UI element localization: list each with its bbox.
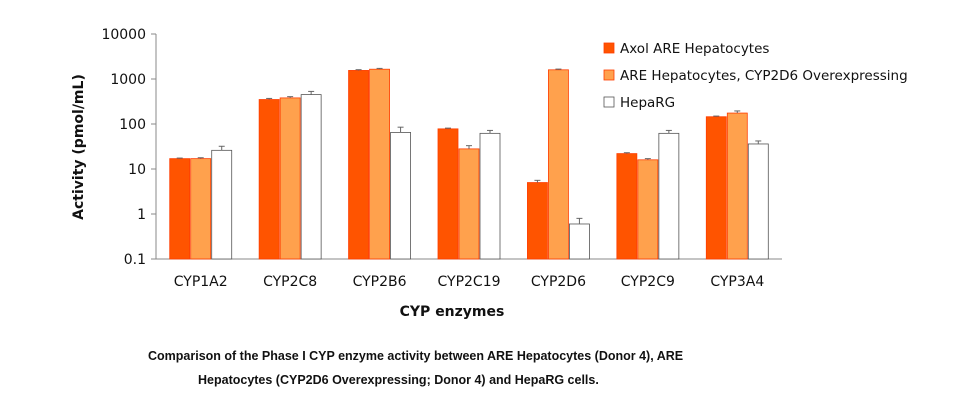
bar-cyp2b6-series-1 — [348, 70, 369, 260]
y-tick-label: 1 — [137, 207, 146, 223]
y-tick-label: 0.1 — [124, 252, 146, 268]
legend-swatch — [603, 42, 615, 54]
y-axis-ticks: 0.1 1 10 100 1000 10000 — [101, 27, 156, 268]
bar-cyp2c19-series-1 — [437, 128, 459, 260]
bar-cyp2d6-series-2 — [548, 69, 569, 260]
bar-cyp3a4-series-2 — [726, 112, 748, 260]
legend-label: ARE Hepatocytes, CYP2D6 Overexpressing — [620, 68, 908, 84]
bar-cyp2c9-series-2 — [637, 159, 659, 260]
bar-cyp1a2-series-1 — [169, 158, 191, 260]
figure-caption-line-2: Hepatocytes (CYP2D6 Overexpressing; Dono… — [198, 373, 599, 387]
legend-label: Axol ARE Hepatocytes — [620, 41, 769, 57]
bar-cyp2b6-series-2 — [369, 68, 390, 260]
bar-cyp2c9-series-1 — [616, 153, 638, 260]
y-axis-label: Activity (pmol/mL) — [71, 74, 87, 220]
chart-bars — [169, 67, 769, 260]
bar-cyp2c19-series-2 — [458, 148, 480, 260]
y-tick-label: 10000 — [101, 27, 146, 43]
x-tick-label: CYP2C19 — [437, 274, 500, 290]
x-axis-ticks: CYP1A2 CYP2C8 CYP2B6 CYP2C19 CYP2D6 CYP2C9 CYP… — [174, 274, 765, 290]
bar-cyp2b6-series-3 — [390, 132, 411, 260]
bar-cyp2c9-series-3 — [658, 132, 680, 260]
chart-legend: Axol ARE Hepatocytes ARE Hepatocytes, CYP… — [603, 41, 908, 111]
legend-swatch — [603, 96, 615, 108]
legend-label: HepaRG — [620, 95, 675, 111]
legend-swatch — [603, 69, 615, 81]
bar-cyp3a4-series-3 — [747, 143, 769, 260]
bar-cyp3a4-series-1 — [705, 116, 727, 260]
x-tick-label: CYP1A2 — [174, 274, 228, 290]
bar-cyp2c8-series-1 — [258, 99, 280, 260]
x-tick-label: CYP2C9 — [621, 274, 675, 290]
bar-cyp1a2-series-3 — [211, 149, 233, 260]
y-tick-label: 100 — [119, 117, 146, 133]
y-tick-label: 1000 — [110, 72, 146, 88]
bar-cyp2d6-series-1 — [527, 182, 548, 260]
x-tick-label: CYP2B6 — [353, 274, 407, 290]
bar-cyp2c8-series-2 — [279, 97, 301, 260]
x-tick-label: CYP3A4 — [710, 274, 764, 290]
bar-cyp2d6-series-3 — [569, 223, 590, 260]
y-tick-label: 10 — [128, 162, 146, 178]
bar-cyp2c19-series-3 — [479, 132, 501, 260]
bar-cyp1a2-series-2 — [190, 158, 212, 260]
x-tick-label: CYP2C8 — [263, 274, 317, 290]
bar-cyp2c8-series-3 — [300, 94, 322, 260]
figure-caption-line-1: Comparison of the Phase I CYP enzyme act… — [148, 349, 684, 363]
x-axis-label: CYP enzymes — [400, 304, 505, 320]
x-tick-label: CYP2D6 — [531, 274, 586, 290]
